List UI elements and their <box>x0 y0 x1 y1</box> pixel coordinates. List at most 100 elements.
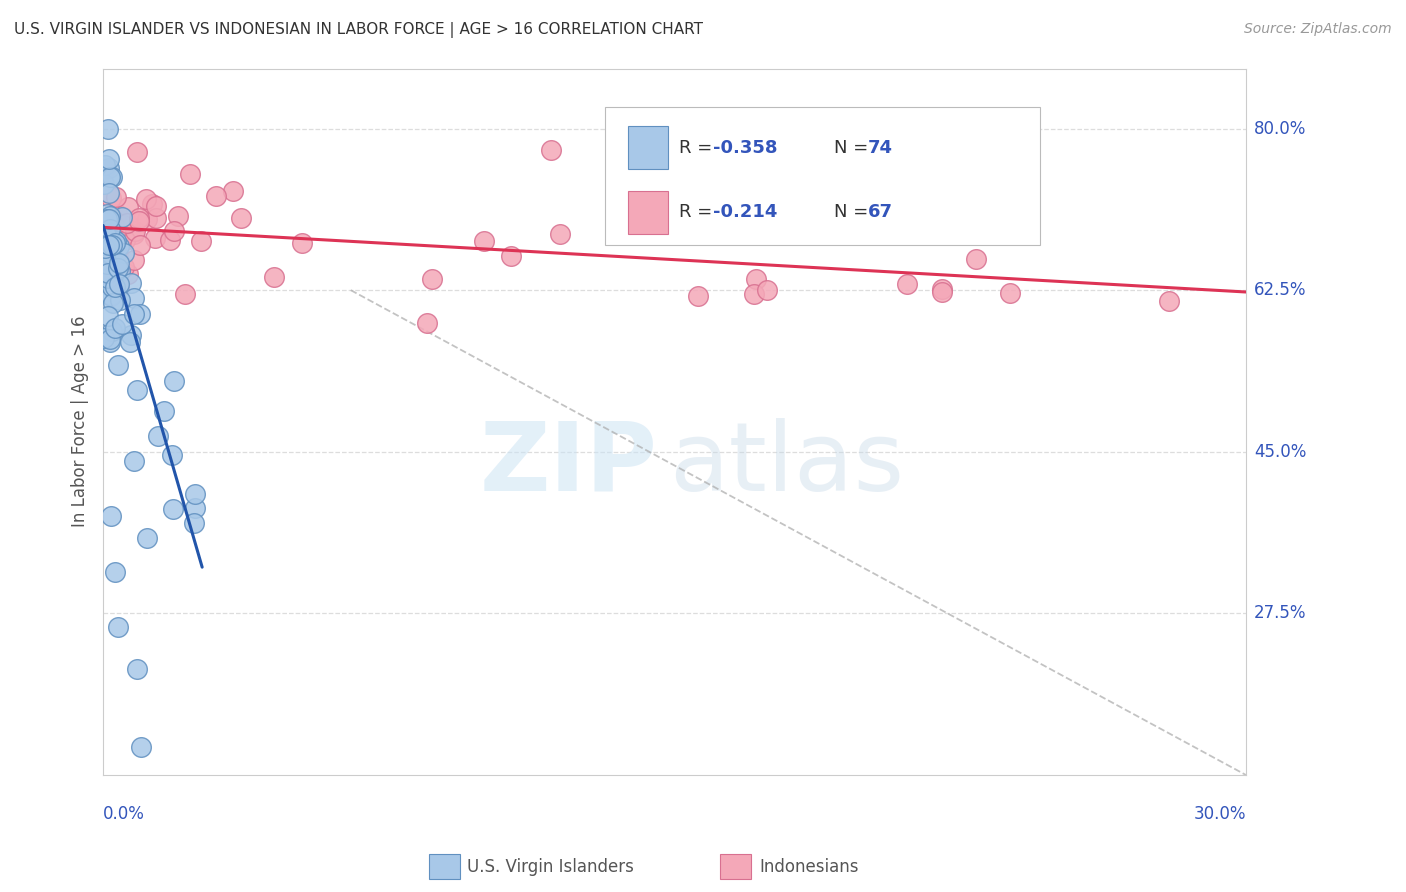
Point <box>98 333 121 347</box>
Point <box>94 158 117 172</box>
Point <box>97 271 120 285</box>
Point <box>420 271 443 285</box>
Text: Indonesians: Indonesians <box>759 858 859 876</box>
Point <box>100 212 122 227</box>
Point <box>654 215 676 229</box>
Text: N =: N = <box>834 203 873 221</box>
Point <box>143 231 166 245</box>
Text: 67: 67 <box>868 203 893 221</box>
Point <box>100 238 122 252</box>
Point <box>100 288 122 302</box>
Point <box>103 565 125 579</box>
Point <box>97 267 120 281</box>
Point <box>120 328 142 343</box>
Point <box>931 282 953 296</box>
Point <box>96 257 118 271</box>
Point <box>117 268 139 282</box>
Point <box>183 501 205 516</box>
Point <box>129 307 152 321</box>
Point <box>94 241 117 255</box>
Point <box>94 162 117 177</box>
Point <box>998 285 1021 300</box>
Point <box>728 222 751 236</box>
Text: 27.5%: 27.5% <box>1254 604 1306 623</box>
Point <box>117 200 139 214</box>
Point <box>94 237 117 252</box>
Point <box>122 227 145 241</box>
Point <box>100 509 122 524</box>
Point <box>104 320 127 334</box>
Point <box>145 199 167 213</box>
Point <box>120 334 142 349</box>
Point <box>100 249 122 263</box>
Point <box>128 211 150 226</box>
Point <box>112 246 135 260</box>
Point <box>135 192 157 206</box>
Point <box>111 318 134 332</box>
Point <box>100 247 122 261</box>
Point <box>122 252 145 267</box>
Point <box>108 277 131 291</box>
Point <box>803 178 825 192</box>
Point <box>98 152 121 166</box>
Point <box>120 276 142 290</box>
Point <box>183 516 205 530</box>
Point <box>472 234 495 248</box>
Point <box>263 270 285 285</box>
Text: 30.0%: 30.0% <box>1194 805 1246 823</box>
Point <box>141 197 163 211</box>
Text: atlas: atlas <box>669 417 904 510</box>
Point <box>229 211 252 226</box>
Text: R =: R = <box>679 139 718 157</box>
Point <box>179 167 201 181</box>
Text: 80.0%: 80.0% <box>1254 120 1306 137</box>
Point <box>105 258 128 272</box>
Point <box>101 296 124 310</box>
Point <box>103 234 125 248</box>
Point <box>205 189 228 203</box>
Point <box>112 260 135 274</box>
Point <box>103 218 125 232</box>
Point <box>96 184 118 198</box>
Point <box>107 358 129 372</box>
Point <box>162 501 184 516</box>
Point <box>965 252 987 266</box>
Text: U.S. Virgin Islanders: U.S. Virgin Islanders <box>467 858 634 876</box>
Point <box>93 331 115 345</box>
Text: -0.214: -0.214 <box>713 203 778 221</box>
Point <box>107 620 129 634</box>
Point <box>122 307 145 321</box>
Point <box>105 207 128 221</box>
Point <box>97 231 120 245</box>
Point <box>100 169 122 184</box>
Point <box>1157 294 1180 309</box>
Point <box>104 235 127 250</box>
Point <box>127 384 149 398</box>
Point <box>184 487 207 501</box>
Point <box>686 289 709 303</box>
Point <box>786 224 808 238</box>
Point <box>98 211 121 226</box>
Text: R =: R = <box>679 203 718 221</box>
Text: 74: 74 <box>868 139 893 157</box>
Point <box>129 740 152 755</box>
Y-axis label: In Labor Force | Age > 16: In Labor Force | Age > 16 <box>72 316 89 527</box>
Point <box>550 227 572 242</box>
Point <box>107 248 129 262</box>
Point <box>125 145 148 160</box>
Text: 0.0%: 0.0% <box>103 805 145 823</box>
Point <box>98 170 121 185</box>
Point <box>96 234 118 248</box>
Point <box>896 277 918 292</box>
Point <box>108 281 131 295</box>
Point <box>127 662 149 676</box>
Point <box>110 264 132 278</box>
Point <box>415 316 437 330</box>
Point <box>159 233 181 247</box>
Point <box>98 238 121 252</box>
Point <box>163 223 186 237</box>
Point <box>96 207 118 221</box>
Point <box>501 249 523 263</box>
Point <box>122 291 145 305</box>
Point <box>97 266 120 280</box>
